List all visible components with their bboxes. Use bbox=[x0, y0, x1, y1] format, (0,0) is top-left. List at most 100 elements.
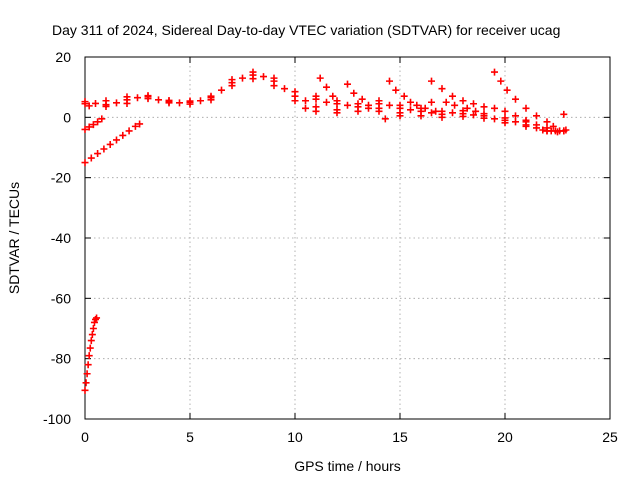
series-flat-end bbox=[543, 110, 570, 135]
data-point-marker bbox=[512, 112, 519, 120]
data-point-marker bbox=[93, 314, 101, 322]
y-tick-label: 20 bbox=[55, 49, 71, 65]
data-point-marker bbox=[470, 100, 477, 108]
data-point-marker bbox=[102, 102, 110, 110]
data-point-marker bbox=[491, 68, 498, 76]
data-point-marker bbox=[459, 97, 467, 105]
data-point-marker bbox=[432, 107, 440, 115]
data-point-marker bbox=[81, 386, 89, 394]
y-tick-label: -20 bbox=[51, 170, 71, 186]
data-point-marker bbox=[81, 125, 89, 133]
data-point-marker bbox=[438, 107, 446, 115]
data-point-marker bbox=[449, 109, 456, 117]
data-point-marker bbox=[81, 98, 89, 106]
data-point-marker bbox=[375, 97, 383, 105]
data-point-marker bbox=[522, 104, 530, 112]
axis-ticks: 0 5 10 15 20 25 -100 -80 -60 -40 -20 0 20 bbox=[43, 49, 618, 445]
data-point-marker bbox=[463, 104, 471, 112]
data-point-marker bbox=[413, 101, 421, 109]
data-point-marker bbox=[83, 370, 91, 378]
data-point-marker bbox=[421, 104, 429, 112]
data-point-marker bbox=[333, 109, 341, 117]
data-point-marker bbox=[392, 86, 400, 94]
series-spikes bbox=[302, 74, 480, 123]
data-point-marker bbox=[323, 83, 330, 91]
data-point-marker bbox=[400, 92, 408, 100]
data-point-marker bbox=[155, 96, 162, 104]
data-point-marker bbox=[522, 122, 530, 130]
x-tick-label: 0 bbox=[81, 429, 89, 445]
data-point-marker bbox=[218, 86, 225, 94]
data-point-marker bbox=[249, 75, 257, 83]
data-point-marker bbox=[316, 74, 324, 82]
data-point-marker bbox=[522, 116, 530, 124]
data-point-marker bbox=[549, 122, 557, 130]
data-point-marker bbox=[92, 315, 99, 323]
data-point-marker bbox=[270, 74, 278, 82]
data-point-marker bbox=[260, 73, 267, 81]
x-tick-label: 25 bbox=[602, 429, 618, 445]
data-point-marker bbox=[396, 112, 404, 120]
data-point-marker bbox=[270, 82, 278, 90]
series-low-line-2 bbox=[81, 120, 144, 167]
data-point-marker bbox=[407, 98, 414, 106]
x-tick-label: 15 bbox=[392, 429, 408, 445]
data-point-marker bbox=[533, 121, 540, 129]
data-point-marker bbox=[503, 86, 511, 94]
data-point-marker bbox=[491, 104, 498, 112]
x-axis-label: GPS time / hours bbox=[294, 458, 401, 474]
data-point-marker bbox=[228, 76, 236, 84]
y-tick-label: 0 bbox=[63, 109, 71, 125]
data-point-marker bbox=[428, 77, 435, 85]
data-point-marker bbox=[131, 122, 139, 130]
data-points bbox=[81, 68, 570, 394]
data-point-marker bbox=[186, 100, 194, 108]
data-point-marker bbox=[302, 97, 309, 105]
data-point-marker bbox=[428, 109, 435, 117]
series-low-line-1 bbox=[81, 115, 106, 133]
data-point-marker bbox=[85, 102, 93, 110]
data-point-marker bbox=[98, 115, 106, 123]
data-point-marker bbox=[333, 97, 341, 105]
data-point-marker bbox=[396, 101, 404, 109]
data-point-marker bbox=[312, 92, 320, 100]
data-point-marker bbox=[85, 123, 93, 131]
data-point-marker bbox=[480, 114, 488, 122]
data-point-marker bbox=[428, 98, 435, 106]
data-point-marker bbox=[491, 115, 498, 123]
data-point-marker bbox=[323, 98, 330, 106]
data-point-marker bbox=[87, 337, 95, 345]
data-point-marker bbox=[442, 98, 450, 106]
data-point-marker bbox=[344, 80, 351, 88]
data-point-marker bbox=[449, 92, 456, 100]
data-point-marker bbox=[106, 140, 114, 148]
data-point-marker bbox=[92, 99, 99, 107]
y-tick-label: -60 bbox=[51, 290, 71, 306]
data-point-marker bbox=[125, 127, 133, 135]
y-axis-label: SDTVAR / TECUs bbox=[6, 182, 22, 294]
data-point-marker bbox=[89, 121, 97, 129]
data-point-marker bbox=[365, 104, 372, 112]
data-point-marker bbox=[543, 118, 551, 126]
data-point-marker bbox=[381, 115, 389, 123]
data-point-marker bbox=[119, 131, 127, 139]
data-point-marker bbox=[512, 95, 519, 103]
data-point-marker bbox=[84, 361, 92, 369]
data-point-marker bbox=[354, 107, 362, 115]
data-point-marker bbox=[470, 111, 477, 119]
data-point-marker bbox=[407, 106, 414, 114]
data-point-marker bbox=[165, 99, 173, 107]
series-late-arc-1 bbox=[428, 77, 540, 129]
series-late-arc-2 bbox=[491, 68, 557, 130]
data-point-marker bbox=[88, 331, 96, 339]
data-point-marker bbox=[228, 82, 236, 90]
data-point-marker bbox=[386, 77, 393, 85]
x-tick-label: 10 bbox=[287, 429, 303, 445]
data-point-marker bbox=[451, 101, 459, 109]
data-point-marker bbox=[350, 89, 358, 97]
data-point-marker bbox=[82, 379, 90, 387]
data-point-marker bbox=[329, 92, 337, 100]
data-point-marker bbox=[375, 107, 383, 115]
data-point-marker bbox=[291, 97, 299, 105]
